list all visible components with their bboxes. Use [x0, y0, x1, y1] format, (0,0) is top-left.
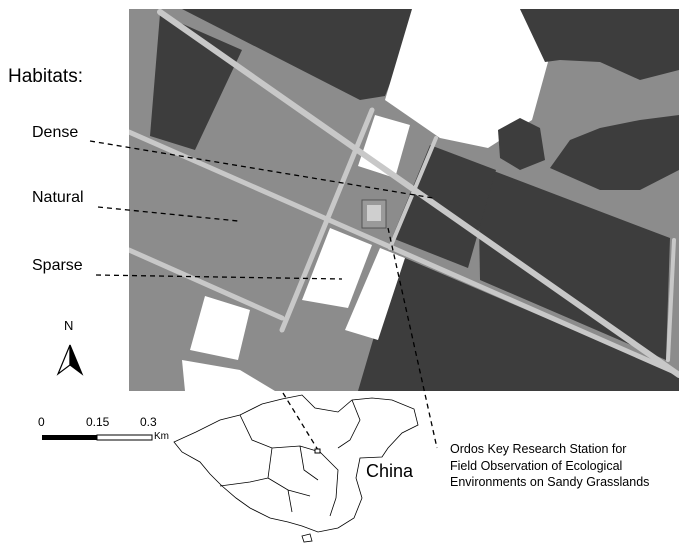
dense-patch-top-right	[520, 9, 679, 80]
dense-patch-right-mid	[498, 118, 545, 170]
dense-patch-center	[392, 145, 496, 268]
legend-title: Habitats:	[8, 66, 83, 87]
road-right-edge	[666, 238, 676, 362]
dense-patch-right-edge	[550, 115, 679, 190]
dense-patch-top-left	[150, 14, 242, 150]
scale-bar-segment-1	[42, 435, 97, 440]
dense-patch-top-middle	[182, 9, 420, 100]
station-caption-line-1: Ordos Key Research Station for	[450, 442, 627, 456]
scale-tick-0: 0	[38, 415, 45, 429]
dense-patch-right-large	[478, 165, 670, 360]
scale-tick-1: 0.15	[86, 415, 110, 429]
road-diagonal-upper	[129, 129, 679, 377]
road-vertical-center	[279, 107, 375, 333]
station-location-marker	[314, 448, 321, 454]
scale-tick-2: 0.3	[140, 415, 157, 429]
north-arrow-icon	[56, 344, 84, 376]
legend-label-natural: Natural	[32, 189, 84, 206]
leader-natural	[97, 206, 239, 222]
china-outline	[173, 394, 419, 533]
sparse-patch-bottom	[182, 360, 275, 391]
sparse-patch-blob	[190, 296, 250, 360]
scale-unit: Km	[154, 431, 169, 442]
station-caption-line-3: Environments on Sandy Grasslands	[450, 475, 650, 489]
china-province-lines	[219, 399, 361, 517]
legend-label-dense: Dense	[32, 124, 79, 141]
roads	[129, 9, 679, 378]
station-caption: Ordos Key Research Station for Field Obs…	[450, 441, 649, 491]
sparse-patch-lower-right	[345, 248, 405, 340]
china-label: China	[366, 461, 414, 481]
dense-patch-bottom-right	[358, 255, 679, 391]
leader-lines	[89, 140, 438, 451]
north-label: N	[64, 318, 74, 333]
station-caption-line-2: Field Observation of Ecological	[450, 458, 623, 473]
hainan-island	[301, 533, 313, 543]
road-diagonal-lower	[129, 247, 285, 321]
legend-label-sparse: Sparse	[32, 257, 83, 274]
china-inset-map	[173, 394, 419, 543]
sparse-patch-lower-left	[302, 228, 372, 308]
leader-dense	[89, 140, 434, 199]
sparse-patch-top	[385, 9, 548, 148]
scale-bar	[42, 434, 153, 441]
leader-inset	[282, 392, 319, 451]
leader-station	[387, 227, 438, 449]
station-building-inner	[367, 205, 381, 221]
scale-bar-segment-2	[96, 434, 153, 441]
road-diagonal-main	[157, 9, 679, 378]
map-area	[129, 9, 679, 391]
road-vertical-right	[388, 136, 438, 250]
